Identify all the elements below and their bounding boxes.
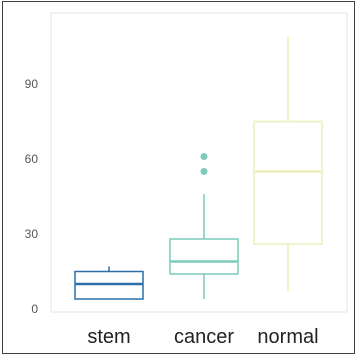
box-normal bbox=[253, 36, 323, 292]
y-tick-label: 0 bbox=[31, 302, 38, 316]
y-axis: 0 30 60 90 bbox=[25, 77, 39, 316]
category-label-stem: stem bbox=[87, 326, 130, 348]
plot-area-border bbox=[50, 12, 348, 313]
category-label-cancer: cancer bbox=[174, 326, 234, 348]
y-tick-label: 30 bbox=[25, 227, 39, 241]
box-stem bbox=[74, 266, 144, 300]
outlier-point bbox=[200, 153, 208, 160]
outlier-point bbox=[200, 168, 208, 175]
chart-frame bbox=[2, 1, 355, 354]
category-label-normal: normal bbox=[257, 326, 318, 348]
x-axis: stem cancer normal bbox=[87, 326, 318, 348]
y-tick-label: 60 bbox=[25, 152, 39, 166]
y-tick-label: 90 bbox=[25, 77, 39, 91]
box-series bbox=[74, 36, 323, 300]
box-cancer bbox=[169, 153, 239, 299]
interquartile-box bbox=[253, 120, 323, 245]
interquartile-box bbox=[169, 238, 239, 275]
